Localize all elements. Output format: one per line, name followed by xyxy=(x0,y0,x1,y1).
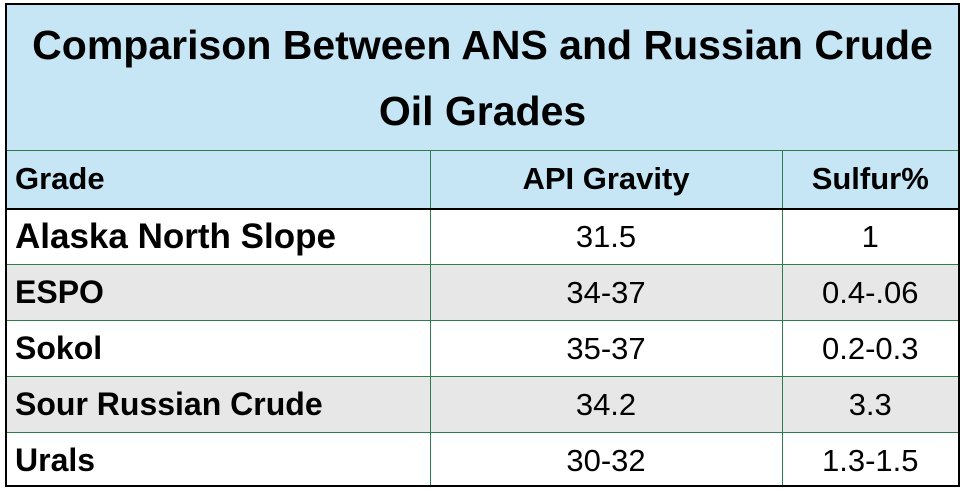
api-gravity-cell: 30-32 xyxy=(429,432,782,485)
comparison-table-sheet: Comparison Between ANS and Russian Crude… xyxy=(5,3,960,487)
sulfur-cell: 1 xyxy=(781,207,958,265)
api-gravity-cell: 34.2 xyxy=(429,376,782,433)
header-row: Grade API Gravity Sulfur% xyxy=(7,150,958,209)
table-row: Sour Russian Crude 34.2 3.3 xyxy=(7,376,958,433)
table-row: Sokol 35-37 0.2-0.3 xyxy=(7,320,958,377)
sulfur-cell: 0.2-0.3 xyxy=(781,320,958,377)
grade-cell: ESPO xyxy=(7,264,430,321)
column-header-api-gravity: API Gravity xyxy=(429,150,782,209)
api-gravity-cell: 35-37 xyxy=(429,320,782,377)
api-gravity-cell: 34-37 xyxy=(429,264,782,321)
sulfur-cell: 0.4-.06 xyxy=(781,264,958,321)
column-header-sulfur: Sulfur% xyxy=(781,150,958,209)
grade-cell: Sour Russian Crude xyxy=(7,376,430,433)
sulfur-cell: 1.3-1.5 xyxy=(781,432,958,485)
column-header-grade: Grade xyxy=(7,150,430,209)
api-gravity-cell: 31.5 xyxy=(429,207,782,265)
table-row: Urals 30-32 1.3-1.5 xyxy=(7,432,958,485)
table-title: Comparison Between ANS and Russian Crude… xyxy=(7,5,958,150)
crude-oil-grades-table: Grade API Gravity Sulfur% Alaska North S… xyxy=(7,150,958,485)
sulfur-cell: 3.3 xyxy=(781,376,958,433)
grade-cell: Urals xyxy=(7,432,430,485)
grade-cell: Sokol xyxy=(7,320,430,377)
table-row: ESPO 34-37 0.4-.06 xyxy=(7,264,958,321)
grade-cell: Alaska North Slope xyxy=(7,207,430,265)
table-row: Alaska North Slope 31.5 1 xyxy=(7,207,958,265)
